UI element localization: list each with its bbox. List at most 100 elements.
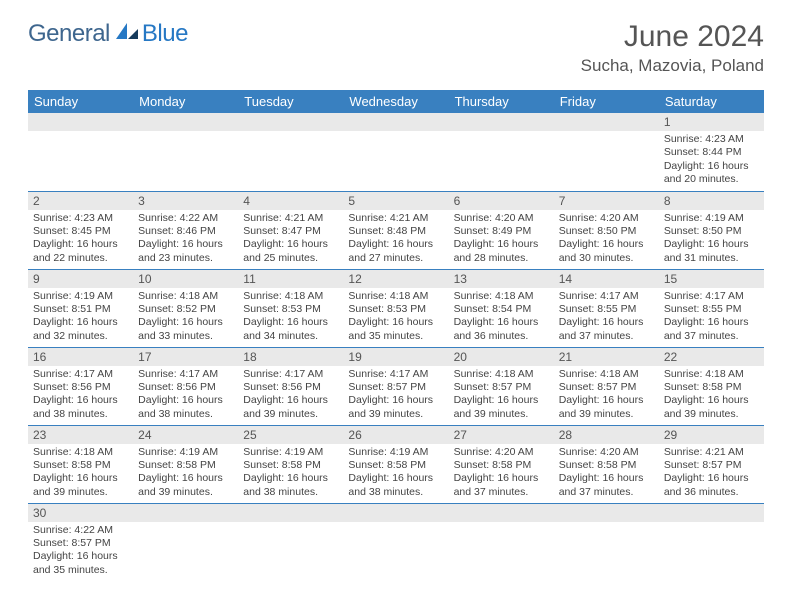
calendar-cell: 5Sunrise: 4:21 AMSunset: 8:48 PMDaylight… xyxy=(343,191,448,269)
day-details: Sunrise: 4:22 AMSunset: 8:57 PMDaylight:… xyxy=(28,522,133,581)
day-number: 30 xyxy=(28,504,133,522)
day-number: 15 xyxy=(659,270,764,288)
day-number-empty xyxy=(133,113,238,131)
day-number: 19 xyxy=(343,348,448,366)
calendar-week-row: 9Sunrise: 4:19 AMSunset: 8:51 PMDaylight… xyxy=(28,269,764,347)
logo-text-general: General xyxy=(28,20,110,48)
sail-icon xyxy=(114,20,140,48)
day-details: Sunrise: 4:18 AMSunset: 8:57 PMDaylight:… xyxy=(449,366,554,425)
calendar-cell: 30Sunrise: 4:22 AMSunset: 8:57 PMDayligh… xyxy=(28,503,133,581)
day-number: 29 xyxy=(659,426,764,444)
calendar-cell: 14Sunrise: 4:17 AMSunset: 8:55 PMDayligh… xyxy=(554,269,659,347)
location-text: Sucha, Mazovia, Poland xyxy=(581,56,764,76)
calendar-cell: 10Sunrise: 4:18 AMSunset: 8:52 PMDayligh… xyxy=(133,269,238,347)
calendar-cell xyxy=(343,503,448,581)
day-number: 25 xyxy=(238,426,343,444)
day-details: Sunrise: 4:18 AMSunset: 8:57 PMDaylight:… xyxy=(554,366,659,425)
col-saturday: Saturday xyxy=(659,90,764,113)
day-number-empty xyxy=(554,504,659,522)
day-number-empty xyxy=(28,113,133,131)
calendar-cell xyxy=(343,113,448,191)
day-number-empty xyxy=(449,113,554,131)
day-details: Sunrise: 4:20 AMSunset: 8:58 PMDaylight:… xyxy=(554,444,659,503)
day-details: Sunrise: 4:19 AMSunset: 8:58 PMDaylight:… xyxy=(238,444,343,503)
calendar-cell: 1Sunrise: 4:23 AMSunset: 8:44 PMDaylight… xyxy=(659,113,764,191)
day-number: 18 xyxy=(238,348,343,366)
logo-text-blue: Blue xyxy=(142,20,188,48)
day-details: Sunrise: 4:18 AMSunset: 8:52 PMDaylight:… xyxy=(133,288,238,347)
day-number: 11 xyxy=(238,270,343,288)
calendar-cell: 3Sunrise: 4:22 AMSunset: 8:46 PMDaylight… xyxy=(133,191,238,269)
day-number: 4 xyxy=(238,192,343,210)
day-number: 1 xyxy=(659,113,764,131)
day-details: Sunrise: 4:18 AMSunset: 8:58 PMDaylight:… xyxy=(659,366,764,425)
day-number-empty xyxy=(554,113,659,131)
day-details: Sunrise: 4:19 AMSunset: 8:51 PMDaylight:… xyxy=(28,288,133,347)
calendar-cell: 6Sunrise: 4:20 AMSunset: 8:49 PMDaylight… xyxy=(449,191,554,269)
calendar-cell xyxy=(133,113,238,191)
day-details: Sunrise: 4:17 AMSunset: 8:56 PMDaylight:… xyxy=(28,366,133,425)
day-number: 7 xyxy=(554,192,659,210)
day-details: Sunrise: 4:17 AMSunset: 8:57 PMDaylight:… xyxy=(343,366,448,425)
calendar-cell: 4Sunrise: 4:21 AMSunset: 8:47 PMDaylight… xyxy=(238,191,343,269)
calendar-cell: 15Sunrise: 4:17 AMSunset: 8:55 PMDayligh… xyxy=(659,269,764,347)
calendar-cell: 19Sunrise: 4:17 AMSunset: 8:57 PMDayligh… xyxy=(343,347,448,425)
day-details: Sunrise: 4:22 AMSunset: 8:46 PMDaylight:… xyxy=(133,210,238,269)
calendar-cell: 7Sunrise: 4:20 AMSunset: 8:50 PMDaylight… xyxy=(554,191,659,269)
day-number: 12 xyxy=(343,270,448,288)
calendar-cell: 23Sunrise: 4:18 AMSunset: 8:58 PMDayligh… xyxy=(28,425,133,503)
day-number: 27 xyxy=(449,426,554,444)
calendar-cell xyxy=(659,503,764,581)
calendar-cell: 2Sunrise: 4:23 AMSunset: 8:45 PMDaylight… xyxy=(28,191,133,269)
calendar-cell: 18Sunrise: 4:17 AMSunset: 8:56 PMDayligh… xyxy=(238,347,343,425)
day-details: Sunrise: 4:18 AMSunset: 8:53 PMDaylight:… xyxy=(238,288,343,347)
day-number: 26 xyxy=(343,426,448,444)
day-number: 16 xyxy=(28,348,133,366)
day-number-empty xyxy=(238,504,343,522)
day-number: 10 xyxy=(133,270,238,288)
day-details: Sunrise: 4:17 AMSunset: 8:56 PMDaylight:… xyxy=(238,366,343,425)
calendar-cell xyxy=(28,113,133,191)
calendar-cell: 17Sunrise: 4:17 AMSunset: 8:56 PMDayligh… xyxy=(133,347,238,425)
logo: General Blue xyxy=(28,20,188,48)
day-number: 21 xyxy=(554,348,659,366)
calendar-week-row: 23Sunrise: 4:18 AMSunset: 8:58 PMDayligh… xyxy=(28,425,764,503)
col-friday: Friday xyxy=(554,90,659,113)
calendar-cell xyxy=(133,503,238,581)
day-details: Sunrise: 4:19 AMSunset: 8:58 PMDaylight:… xyxy=(133,444,238,503)
col-sunday: Sunday xyxy=(28,90,133,113)
day-number: 5 xyxy=(343,192,448,210)
day-number: 13 xyxy=(449,270,554,288)
calendar-cell xyxy=(554,503,659,581)
calendar-cell: 25Sunrise: 4:19 AMSunset: 8:58 PMDayligh… xyxy=(238,425,343,503)
day-number-empty xyxy=(343,504,448,522)
day-number: 14 xyxy=(554,270,659,288)
day-number: 2 xyxy=(28,192,133,210)
calendar-cell: 9Sunrise: 4:19 AMSunset: 8:51 PMDaylight… xyxy=(28,269,133,347)
calendar-cell: 16Sunrise: 4:17 AMSunset: 8:56 PMDayligh… xyxy=(28,347,133,425)
page-title: June 2024 xyxy=(581,20,764,54)
day-number-empty xyxy=(133,504,238,522)
day-number-empty xyxy=(238,113,343,131)
day-details: Sunrise: 4:20 AMSunset: 8:58 PMDaylight:… xyxy=(449,444,554,503)
calendar-cell: 20Sunrise: 4:18 AMSunset: 8:57 PMDayligh… xyxy=(449,347,554,425)
calendar-cell: 21Sunrise: 4:18 AMSunset: 8:57 PMDayligh… xyxy=(554,347,659,425)
day-number: 8 xyxy=(659,192,764,210)
day-details: Sunrise: 4:17 AMSunset: 8:56 PMDaylight:… xyxy=(133,366,238,425)
day-details: Sunrise: 4:20 AMSunset: 8:49 PMDaylight:… xyxy=(449,210,554,269)
calendar-cell: 12Sunrise: 4:18 AMSunset: 8:53 PMDayligh… xyxy=(343,269,448,347)
day-details: Sunrise: 4:21 AMSunset: 8:47 PMDaylight:… xyxy=(238,210,343,269)
day-details: Sunrise: 4:18 AMSunset: 8:54 PMDaylight:… xyxy=(449,288,554,347)
col-tuesday: Tuesday xyxy=(238,90,343,113)
calendar-cell: 11Sunrise: 4:18 AMSunset: 8:53 PMDayligh… xyxy=(238,269,343,347)
day-details: Sunrise: 4:18 AMSunset: 8:58 PMDaylight:… xyxy=(28,444,133,503)
day-header-row: Sunday Monday Tuesday Wednesday Thursday… xyxy=(28,90,764,113)
col-wednesday: Wednesday xyxy=(343,90,448,113)
calendar-cell: 27Sunrise: 4:20 AMSunset: 8:58 PMDayligh… xyxy=(449,425,554,503)
day-details: Sunrise: 4:20 AMSunset: 8:50 PMDaylight:… xyxy=(554,210,659,269)
calendar-cell: 8Sunrise: 4:19 AMSunset: 8:50 PMDaylight… xyxy=(659,191,764,269)
calendar-cell: 24Sunrise: 4:19 AMSunset: 8:58 PMDayligh… xyxy=(133,425,238,503)
calendar-cell xyxy=(238,113,343,191)
day-details: Sunrise: 4:17 AMSunset: 8:55 PMDaylight:… xyxy=(554,288,659,347)
header: General Blue June 2024 Sucha, Mazovia, P… xyxy=(28,20,764,76)
